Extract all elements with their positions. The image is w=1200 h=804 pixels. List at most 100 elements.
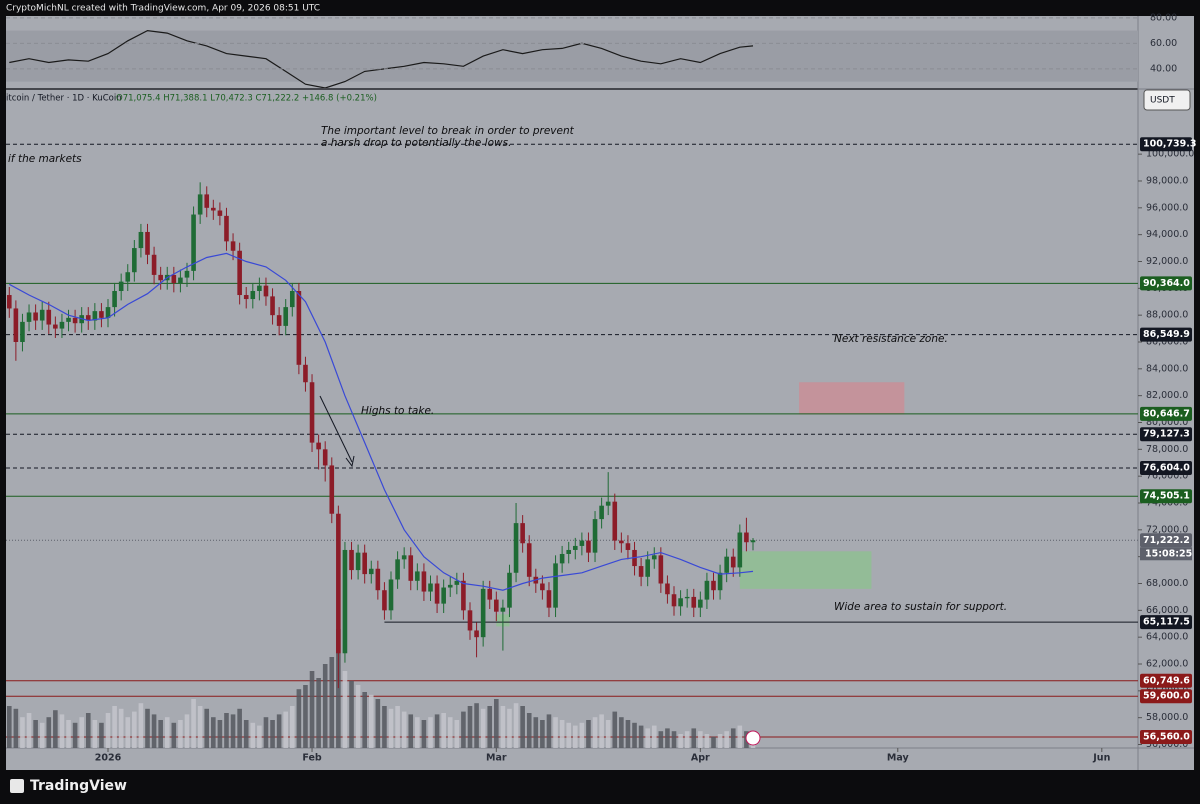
volume-bar	[59, 714, 65, 748]
candle-body	[309, 382, 315, 443]
candle-body	[355, 552, 361, 571]
level-label: 86,549.9	[1143, 329, 1190, 340]
volume-bar	[72, 722, 78, 748]
y-tick-label: 88,000.0	[1146, 310, 1188, 321]
candle-body	[395, 559, 400, 580]
y-tick-label: 58,000.0	[1146, 712, 1188, 723]
candle-body	[53, 324, 58, 329]
candle-body	[434, 583, 440, 604]
volume-bar	[349, 680, 354, 748]
annotation: The important level to break in order to…	[321, 125, 575, 137]
volume-bar	[480, 708, 486, 748]
y-tick-label: 76,000.0	[1146, 471, 1188, 482]
annotation: Next resistance zone.	[834, 333, 948, 345]
volume-bar	[684, 731, 690, 748]
arrow	[319, 395, 353, 463]
volume-bar	[388, 708, 394, 748]
candle-body	[461, 580, 466, 611]
candle-body	[283, 307, 289, 326]
candle-body	[408, 555, 414, 581]
candle-body	[132, 248, 137, 273]
candles	[6, 182, 756, 689]
rsi-tick-label: 80.00	[1150, 12, 1177, 23]
volume-bar	[224, 713, 229, 748]
level-box	[1140, 489, 1192, 504]
volume-bar	[612, 711, 618, 748]
currency[interactable]: USDT	[1150, 96, 1175, 106]
volume-bar	[178, 720, 183, 748]
axes: 56,000.058,000.060,000.062,000.064,000.0…	[6, 12, 1197, 764]
volume-bar	[632, 722, 637, 748]
plot-area	[6, 90, 1138, 748]
volume-bar	[724, 731, 729, 748]
x-tick-label: Feb	[302, 753, 322, 764]
candle-body	[546, 590, 552, 608]
candle-body	[39, 309, 45, 321]
level-label: 65,117.5	[1143, 617, 1190, 628]
volume-bar	[540, 720, 545, 748]
volume-bar	[85, 713, 91, 748]
candle-body	[494, 599, 499, 612]
volume-bar	[441, 713, 446, 748]
y-tick-label: 86,000.0	[1146, 336, 1188, 347]
volume-bar	[395, 706, 400, 748]
volume-bar	[704, 734, 710, 748]
volume-bar	[638, 725, 644, 748]
level-box	[1140, 533, 1192, 548]
candle-body	[336, 513, 341, 654]
volume-bar	[112, 706, 117, 748]
volume-bar	[355, 685, 361, 748]
volume-bar	[454, 720, 460, 748]
volume-bar	[572, 725, 578, 748]
volume-bar	[33, 720, 38, 748]
volume-bar	[382, 706, 387, 748]
level-box	[1140, 276, 1192, 291]
volume-bar	[316, 678, 321, 748]
volume-bar	[46, 717, 52, 748]
candle-body	[112, 291, 117, 308]
candle-body	[698, 599, 703, 608]
candle-body	[665, 583, 670, 595]
currency-button[interactable]	[1143, 89, 1191, 111]
volume-bar	[145, 708, 150, 748]
candle-body	[540, 583, 545, 591]
volume-bar	[270, 720, 275, 748]
candle-body	[711, 580, 716, 591]
level-label: 90,364.0	[1143, 278, 1190, 289]
volume-bar	[158, 720, 163, 748]
candle-body	[46, 309, 52, 325]
volume-bar	[421, 720, 427, 748]
zones	[6, 30, 1138, 627]
time-axis	[6, 748, 1194, 770]
volume-bar	[230, 714, 236, 748]
volume-bar	[507, 708, 512, 748]
volume-bar	[671, 731, 677, 748]
volume-bar	[711, 736, 716, 748]
countdown-box	[1140, 547, 1192, 561]
ohlc: O71,075.4 H71,388.1 L70,472.3 C71,222.2 …	[116, 94, 377, 104]
level-label: 76,604.0	[1143, 463, 1190, 474]
candle-body	[520, 523, 525, 544]
x-tick-label: 2026	[95, 753, 122, 764]
event-icon[interactable]	[745, 730, 761, 746]
volume-bar	[467, 706, 473, 748]
candle-body	[257, 285, 262, 292]
candle-body	[730, 556, 736, 568]
rsi-tick-label: 40.00	[1150, 63, 1177, 74]
candle-body	[6, 295, 12, 309]
volume-bar	[500, 706, 506, 748]
candle-body	[342, 549, 348, 654]
volume-bar	[599, 714, 604, 748]
volume-bar	[487, 706, 493, 748]
volume-bar	[296, 689, 302, 748]
y-tick-label: 78,000.0	[1146, 444, 1188, 455]
volume-bar	[171, 722, 177, 748]
volume-bar	[151, 714, 157, 748]
volume-bar	[237, 708, 242, 748]
level-box	[1140, 615, 1192, 630]
logo	[10, 779, 24, 793]
level-box	[1140, 673, 1192, 688]
candle-body	[125, 272, 131, 282]
candle-body	[382, 590, 387, 611]
level-label: 71,222.2	[1143, 535, 1190, 546]
